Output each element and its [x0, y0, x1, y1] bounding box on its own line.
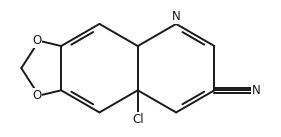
Text: N: N: [172, 10, 180, 23]
Text: Cl: Cl: [132, 113, 144, 125]
Text: O: O: [32, 89, 41, 102]
Text: O: O: [32, 34, 41, 47]
Text: N: N: [252, 84, 260, 97]
